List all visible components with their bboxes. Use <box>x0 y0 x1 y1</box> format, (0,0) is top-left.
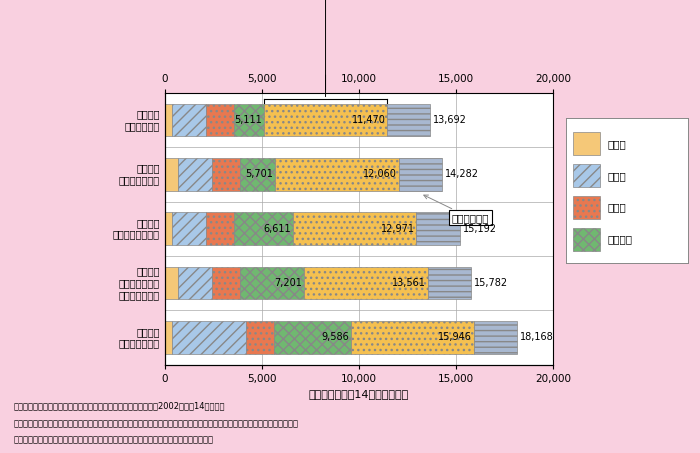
Text: 12,971: 12,971 <box>381 224 414 234</box>
Text: 間部）に４年間通った場合の数値。なお、大学の場合は学費の他、生活費を含む。: 間部）に４年間通った場合の数値。なお、大学の場合は学費の他、生活費を含む。 <box>14 436 214 445</box>
Bar <box>387 104 430 136</box>
Text: 高等学校: 高等学校 <box>608 235 632 245</box>
Bar <box>178 267 212 299</box>
Bar <box>573 164 600 188</box>
Text: 注：棒グラフ右の数値は、左から高等学校までの学習費総額の合計、国立大学（昼間部）に４年間通った場合、私立大学（昼: 注：棒グラフ右の数値は、左から高等学校までの学習費総額の合計、国立大学（昼間部）… <box>14 419 299 428</box>
Text: 大学（私立）: 大学（私立） <box>424 195 489 223</box>
Text: 7,201: 7,201 <box>274 278 302 288</box>
Text: 15,782: 15,782 <box>474 278 508 288</box>
Text: 11,470: 11,470 <box>351 115 386 125</box>
Bar <box>416 212 460 245</box>
Bar <box>172 321 246 354</box>
Bar <box>274 321 351 354</box>
Bar <box>164 267 178 299</box>
Bar <box>264 104 387 136</box>
Text: 大学（国立）: 大学（国立） <box>306 0 345 90</box>
Text: 15,946: 15,946 <box>438 333 472 342</box>
Bar <box>206 212 234 245</box>
Bar <box>240 158 275 191</box>
Text: 18,168: 18,168 <box>520 333 554 342</box>
Bar <box>178 158 212 191</box>
Text: 15,192: 15,192 <box>463 224 496 234</box>
Bar <box>234 104 264 136</box>
Bar <box>164 212 172 245</box>
Bar <box>164 321 172 354</box>
Bar <box>399 158 442 191</box>
Bar <box>212 158 240 191</box>
Bar <box>304 267 428 299</box>
Text: 6,611: 6,611 <box>263 224 291 234</box>
Bar <box>475 321 517 354</box>
Text: 小学校: 小学校 <box>608 171 626 181</box>
Bar <box>164 104 172 136</box>
Text: 中学校: 中学校 <box>608 202 626 212</box>
Text: 13,561: 13,561 <box>392 278 426 288</box>
Bar <box>573 228 600 251</box>
Bar <box>351 321 475 354</box>
Bar <box>206 104 234 136</box>
Text: 幼稚園: 幼稚園 <box>608 139 626 149</box>
X-axis label: 学習費等総額（14年間、千円）: 学習費等総額（14年間、千円） <box>309 389 409 399</box>
Bar <box>293 212 416 245</box>
Bar <box>164 158 178 191</box>
Text: 5,111: 5,111 <box>234 115 262 125</box>
Bar <box>246 321 274 354</box>
Text: 12,060: 12,060 <box>363 169 397 179</box>
Text: 資料：文部科学省「子どもの学習費調査」、「学生生活調査」（2002（平成14）年度）: 資料：文部科学省「子どもの学習費調査」、「学生生活調査」（2002（平成14）年… <box>14 401 225 410</box>
Bar <box>172 104 206 136</box>
Bar <box>573 132 600 155</box>
Bar <box>573 196 600 219</box>
Text: 9,586: 9,586 <box>321 333 349 342</box>
Bar <box>234 212 293 245</box>
Bar <box>212 267 240 299</box>
Text: 5,701: 5,701 <box>246 169 273 179</box>
Bar <box>172 212 206 245</box>
Bar <box>428 267 471 299</box>
Bar <box>240 267 304 299</box>
Text: 13,692: 13,692 <box>433 115 468 125</box>
Bar <box>275 158 399 191</box>
Text: 14,282: 14,282 <box>444 169 479 179</box>
